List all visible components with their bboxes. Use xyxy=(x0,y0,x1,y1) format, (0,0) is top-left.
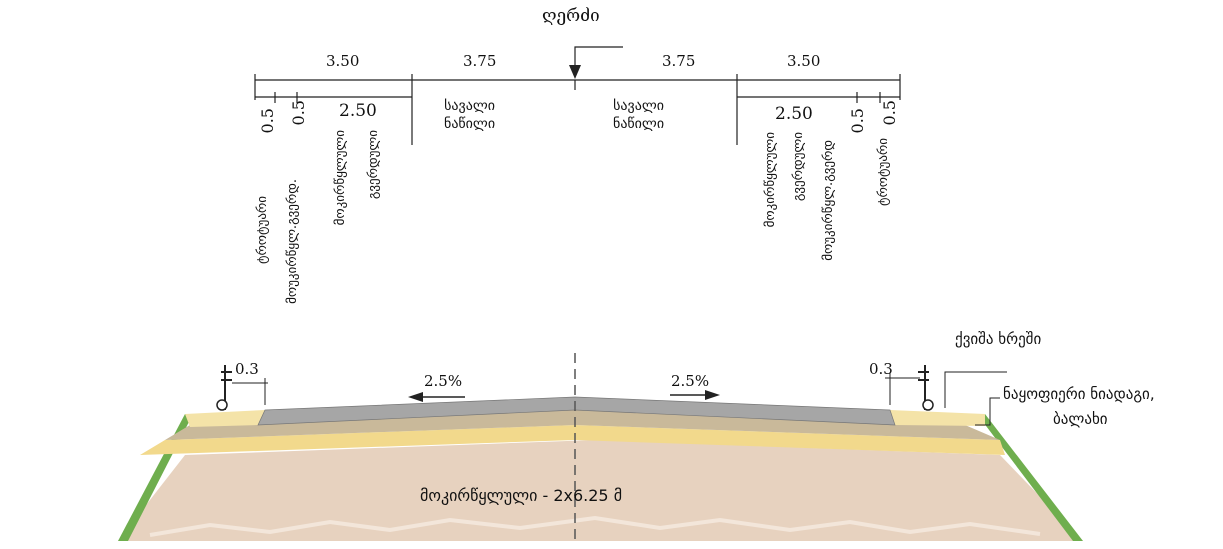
dim-right-sidewalk: 0.5 xyxy=(880,100,899,126)
base-layer xyxy=(165,410,1000,440)
paved-shoulder-left-label-2: გვერდული xyxy=(366,130,381,200)
leader-subgrade xyxy=(975,397,1000,426)
slope-left-label: 2.5% xyxy=(424,372,463,390)
guardrail-left xyxy=(216,365,232,411)
paved-shoulder-left-label-1: მოკირწყლული xyxy=(333,130,348,226)
dim-right-paved-shoulder: 2.50 xyxy=(775,104,813,124)
grass-right xyxy=(977,414,1083,541)
offset-dim-right xyxy=(885,373,920,405)
edge-strip-left-label: მოუკირწყლ.გვერდ. xyxy=(285,179,300,304)
dim-left-lane: 3.75 xyxy=(463,52,497,70)
top-dimension-line xyxy=(254,74,901,145)
right-lane-label-line2: ნაწილი xyxy=(613,116,665,132)
offset-dim-left xyxy=(232,378,268,405)
dim-left-paved-shoulder: 2.50 xyxy=(339,101,377,121)
dim-left-sidewalk: 0.5 xyxy=(258,108,277,134)
axis-marker-arrow xyxy=(569,46,623,79)
subbase-layer xyxy=(140,425,1005,455)
paved-shoulder-right-label-1: მოკირწყლული xyxy=(763,132,778,228)
dim-right-edge-strip: 0.5 xyxy=(848,108,867,134)
offset-left-label: 0.3 xyxy=(235,360,259,378)
left-lane-label: სავალი ნაწილი xyxy=(444,97,495,133)
slope-arrow-left xyxy=(408,392,465,402)
sidewalk-right-label: ტროტუარი xyxy=(876,138,891,207)
dim-right-lane: 3.75 xyxy=(662,52,696,70)
slope-right-label: 2.5% xyxy=(671,372,710,390)
leader-gravel xyxy=(944,371,1007,408)
guardrail-right xyxy=(918,365,934,411)
dim-left-shoulder: 3.50 xyxy=(326,52,360,70)
right-shoulder-fill xyxy=(890,410,985,426)
left-lane-label-line1: სავალი xyxy=(444,98,495,114)
embankment xyxy=(118,440,1083,541)
dim-right-shoulder: 3.50 xyxy=(787,52,821,70)
subgrade-label-line2: ბალახი xyxy=(1053,410,1108,428)
left-lane-label-line2: ნაწილი xyxy=(444,116,496,132)
axis-label: ღერძი xyxy=(542,6,600,26)
asphalt-layer xyxy=(257,396,896,426)
subgrade-label-line1: ნაყოფიერი ნიადაგი, xyxy=(1003,385,1155,403)
edge-strip-right-label: მოუკირწყლ.გვერდ xyxy=(821,140,836,261)
offset-right-label: 0.3 xyxy=(869,360,893,378)
sidewalk-left-label: ტროტუარი xyxy=(255,196,270,265)
embankment-ground-edge xyxy=(149,515,1041,537)
right-lane-label: სავალი ნაწილი xyxy=(613,97,664,133)
left-shoulder-fill xyxy=(185,410,265,427)
slope-arrow-right xyxy=(670,390,720,400)
paved-width-label: მოკირწყლული - 2x6.25 მ xyxy=(420,486,623,505)
dim-left-edge-strip: 0.5 xyxy=(289,100,308,126)
gravel-label: ქვიშა ხრეში xyxy=(955,330,1042,348)
paved-shoulder-right-label-2: გვერდული xyxy=(791,132,806,202)
right-lane-label-line1: სავალი xyxy=(613,98,664,114)
